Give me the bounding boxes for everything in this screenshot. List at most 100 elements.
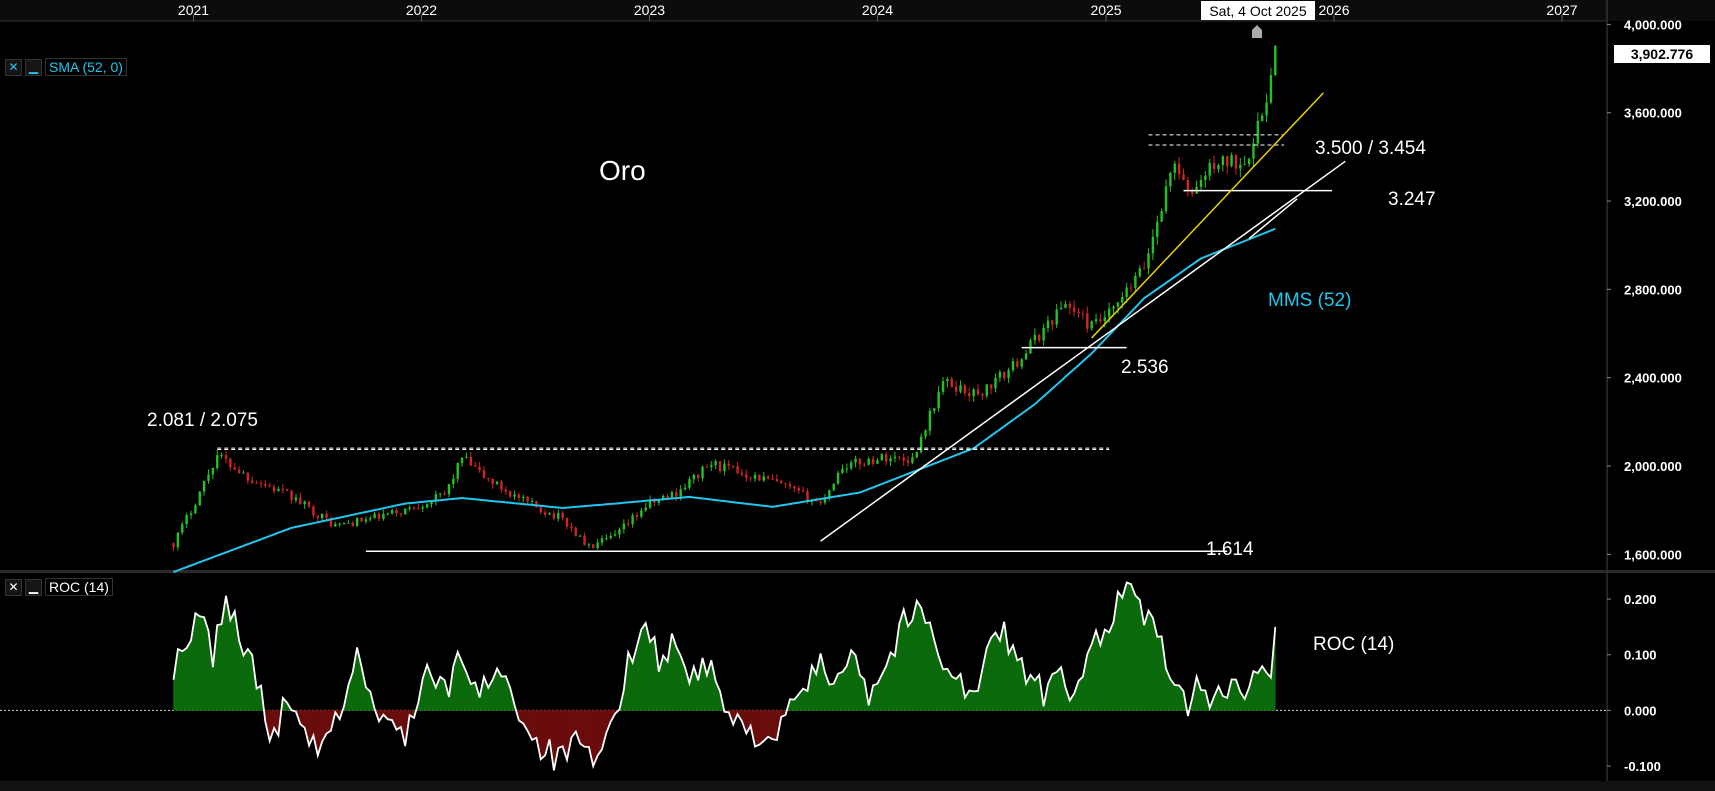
roc-indicator-label[interactable]: ROC (14) bbox=[45, 578, 113, 596]
roc-area-segment bbox=[195, 612, 201, 711]
candle-body bbox=[369, 518, 372, 520]
candle-body bbox=[1208, 162, 1211, 176]
roc-close-icon[interactable]: ✕ bbox=[5, 578, 22, 596]
candle-body bbox=[701, 466, 704, 479]
candle-body bbox=[259, 483, 263, 485]
candle-body bbox=[390, 510, 394, 514]
roc-area-segment bbox=[540, 710, 546, 760]
candle-body bbox=[1147, 253, 1150, 269]
candle-body bbox=[745, 474, 748, 478]
candle-body bbox=[1055, 309, 1058, 325]
roc-area-segment bbox=[247, 648, 253, 711]
candle-body bbox=[644, 507, 647, 511]
candle-body bbox=[1121, 296, 1124, 303]
candle-body bbox=[1182, 174, 1185, 180]
candle-body bbox=[876, 460, 879, 464]
sma-indicator-label[interactable]: SMA (52, 0) bbox=[45, 58, 127, 76]
sma-annotation: MMS (52) bbox=[1268, 290, 1351, 311]
sma-close-icon[interactable]: ✕ bbox=[5, 58, 22, 76]
candle-body bbox=[1212, 162, 1216, 169]
candle-body bbox=[456, 463, 459, 479]
candle-body bbox=[758, 474, 761, 481]
candle-body bbox=[968, 393, 971, 397]
candle-body bbox=[841, 468, 844, 473]
roc-minimize-icon[interactable]: ▁ bbox=[25, 578, 42, 596]
candle-body bbox=[1029, 340, 1032, 354]
roc-area-segment bbox=[850, 649, 856, 711]
candle-body bbox=[911, 457, 914, 463]
candle-body bbox=[491, 478, 494, 485]
roc-area-segment bbox=[789, 698, 795, 711]
candle-body bbox=[351, 522, 354, 527]
candle-body bbox=[460, 457, 464, 464]
time-axis-label: 2027 bbox=[1546, 2, 1577, 18]
roc-area-segment bbox=[968, 690, 974, 711]
roc-area-segment bbox=[1017, 657, 1023, 711]
roc-indicator-controls: ✕ ▁ ROC (14) bbox=[5, 578, 113, 596]
candle-body bbox=[1081, 313, 1085, 315]
candle-body bbox=[946, 379, 949, 382]
candle-body bbox=[1003, 371, 1006, 379]
candle-body bbox=[561, 512, 564, 518]
roc-area-segment bbox=[243, 648, 249, 711]
price-panel: 1,600.000 2,000.000 2,400.000 2,800.000 3,20… bbox=[147, 17, 1710, 573]
candle-body bbox=[718, 461, 722, 472]
candle-body bbox=[884, 454, 888, 462]
candle-body bbox=[683, 487, 687, 490]
level-label: 2.536 bbox=[1121, 357, 1169, 378]
candle-body bbox=[858, 458, 862, 465]
candle-body bbox=[526, 497, 529, 502]
candle-body bbox=[740, 472, 744, 475]
candle-body bbox=[198, 491, 201, 506]
candle-body bbox=[338, 523, 341, 525]
candle-body bbox=[570, 526, 573, 528]
candle-body bbox=[963, 385, 967, 394]
candle-body bbox=[194, 505, 197, 514]
roc-area-segment bbox=[177, 648, 183, 711]
last-value-label: 3,902.776 bbox=[1631, 46, 1693, 62]
roc-area-segment bbox=[1148, 609, 1154, 711]
candle-body bbox=[596, 542, 599, 549]
sma-minimize-icon[interactable]: ▁ bbox=[25, 58, 42, 76]
candle-body bbox=[640, 510, 643, 517]
candle-body bbox=[404, 508, 407, 515]
price-axis-label: 1,600.000 bbox=[1624, 547, 1682, 562]
candles bbox=[172, 44, 1277, 551]
roc-area-segment bbox=[907, 619, 913, 711]
candle-body bbox=[500, 481, 503, 490]
candle-body bbox=[1217, 165, 1220, 169]
candle-body bbox=[360, 517, 363, 522]
candle-body bbox=[600, 538, 604, 543]
candle-body bbox=[255, 482, 258, 484]
candle-body bbox=[290, 490, 293, 501]
candle-body bbox=[622, 523, 626, 530]
candle-body bbox=[766, 476, 770, 479]
candle-body bbox=[246, 472, 250, 481]
candle-body bbox=[1274, 45, 1277, 76]
candle-body bbox=[552, 513, 556, 519]
roc-area-segment bbox=[837, 671, 843, 711]
roc-area-segment bbox=[1143, 610, 1149, 711]
candle-body bbox=[1024, 353, 1028, 360]
candle-body bbox=[342, 522, 346, 524]
candle-body bbox=[801, 490, 805, 492]
candle-body bbox=[535, 500, 538, 508]
candle-body bbox=[618, 529, 621, 535]
candle-body bbox=[836, 472, 840, 484]
roc-area-segment bbox=[1174, 684, 1180, 711]
candle-body bbox=[902, 457, 905, 461]
candle-body bbox=[736, 466, 739, 473]
candle-body bbox=[399, 513, 403, 515]
candle-body bbox=[220, 455, 223, 457]
candle-body bbox=[473, 465, 477, 467]
roc-area-segment bbox=[1135, 594, 1141, 711]
roc-area-segment bbox=[579, 710, 585, 748]
candle-body bbox=[268, 485, 271, 487]
candle-body bbox=[469, 456, 473, 466]
candle-body bbox=[216, 455, 219, 468]
candle-body bbox=[312, 506, 315, 516]
candle-body bbox=[972, 389, 975, 397]
roc-area-segment bbox=[439, 676, 445, 711]
candle-body bbox=[578, 535, 582, 537]
candle-body bbox=[522, 497, 525, 499]
